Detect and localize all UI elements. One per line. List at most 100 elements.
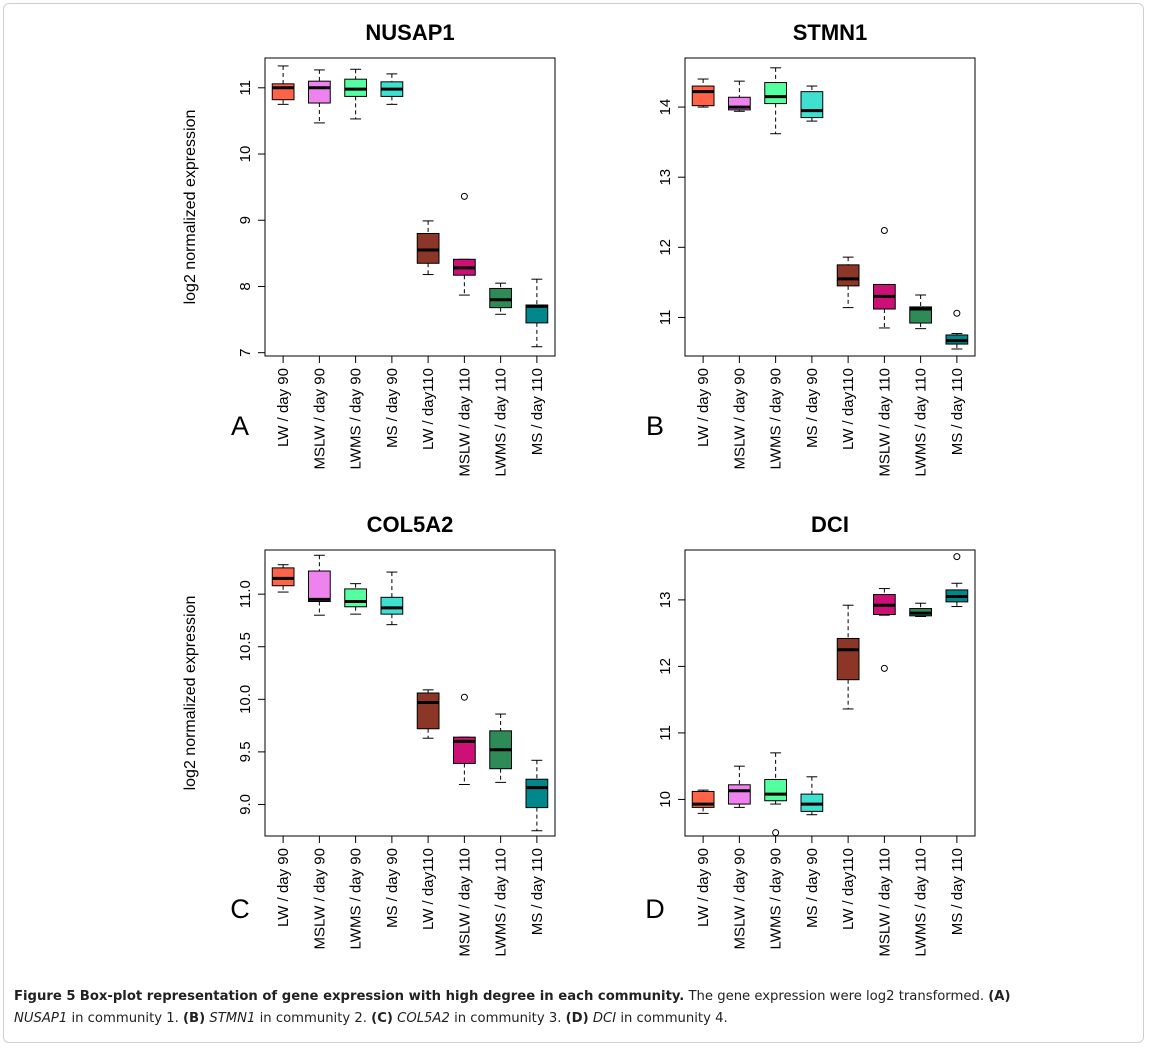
box-lwms-day-110: [489, 713, 512, 783]
outlier-point: [460, 693, 468, 701]
plot-frame: [684, 549, 976, 837]
caption-gene-d: DCI: [592, 1011, 617, 1026]
box-body: [308, 570, 331, 603]
y-tick-label: 10.5: [237, 632, 254, 661]
x-tick-label-lwms-day-90: LWMS / day 90: [348, 368, 365, 469]
box-lwms-day-90: [764, 752, 787, 837]
box-mslw-day-90: [728, 80, 751, 112]
box-body: [800, 91, 824, 119]
outlier-point: [880, 664, 888, 672]
caption-sentence: The gene expression were log2 transforme…: [688, 989, 985, 1004]
y-tick-label: 13: [657, 169, 674, 186]
outlier-point: [880, 226, 888, 234]
box-mslw-day-110: [873, 226, 896, 329]
x-tick-label-lw-day110: LW / day110: [840, 368, 857, 450]
x-tick-label-lwms-day-90: LWMS / day 90: [768, 848, 785, 949]
box-body: [836, 264, 860, 287]
box-body: [909, 306, 932, 324]
x-tick-label-lwms-day-110: LWMS / day 110: [913, 368, 930, 477]
outlier-point: [460, 192, 468, 200]
y-tick-label: 11.0: [237, 580, 254, 608]
box-body: [728, 784, 751, 805]
box-lw-day110: [836, 256, 860, 309]
x-tick-label-lw-day110: LW / day110: [420, 848, 437, 930]
y-tick-label: 11: [237, 80, 254, 96]
box-lw-day-90: [691, 789, 715, 814]
caption-tag-b: (B): [183, 1011, 206, 1026]
x-tick-label-ms-day-90: MS / day 90: [384, 848, 401, 928]
box-body: [308, 80, 331, 104]
panel-letter: A: [231, 411, 249, 441]
y-tick-label: 11: [657, 725, 674, 741]
box-lwms-day-90: [764, 67, 787, 135]
x-tick-label-lw-day-90: LW / day 90: [275, 848, 292, 927]
box-ms-day-110: [525, 278, 549, 348]
y-tick-label: 10: [657, 791, 674, 808]
box-body: [271, 83, 295, 101]
plot-frame: [264, 57, 556, 357]
caption-gene-c: COL5A2: [397, 1011, 450, 1026]
box-mslw-day-90: [308, 69, 331, 124]
box-body: [764, 82, 787, 105]
y-tick-label: 14: [657, 99, 674, 116]
box-lw-day-90: [271, 564, 295, 593]
box-mslw-day-110: [873, 588, 896, 672]
x-tick-label-lwms-day-90: LWMS / day 90: [768, 368, 785, 469]
x-tick-label-mslw-day-90: MSLW / day 90: [731, 848, 748, 949]
box-ms-day-110: [945, 553, 969, 608]
figure-frame: [3, 3, 1144, 1043]
box-ms-day-110: [525, 759, 549, 832]
x-tick-label-lw-day110: LW / day110: [420, 368, 437, 450]
box-lwms-day-110: [909, 602, 932, 618]
x-tick-label-mslw-day-110: MSLW / day 110: [456, 848, 473, 957]
y-tick-label: 10: [237, 146, 254, 163]
x-tick-label-ms-day-110: MS / day 110: [949, 368, 966, 455]
caption-gene-a: NUSAP1: [14, 1011, 68, 1026]
y-tick-label: 9: [237, 216, 254, 224]
box-ms-day-110: [945, 309, 969, 350]
x-tick-label-mslw-day-90: MSLW / day 90: [311, 368, 328, 469]
caption-tag-c: (C): [371, 1011, 393, 1026]
y-tick-label: 11: [657, 310, 674, 326]
caption-text-a: in community 1.: [71, 1011, 179, 1026]
box-body: [344, 588, 367, 608]
box-lwms-day-90: [344, 583, 367, 615]
box-body: [764, 778, 787, 802]
box-lwms-day-110: [489, 282, 512, 315]
box-ms-day-90: [380, 73, 404, 105]
panel-title: STMN1: [793, 20, 868, 45]
y-tick-label: 12: [657, 239, 674, 256]
box-lw-day110: [836, 604, 860, 710]
x-tick-label-lw-day110: LW / day110: [840, 848, 857, 930]
box-mslw-day-90: [728, 765, 751, 808]
box-lw-day110: [416, 689, 440, 739]
box-body: [489, 287, 512, 309]
y-axis-label: log2 normalized expression: [182, 110, 199, 305]
panel-letter: C: [230, 894, 250, 924]
y-tick-label: 8: [237, 282, 254, 290]
y-tick-label: 12: [657, 658, 674, 675]
box-lw-day-90: [691, 78, 715, 108]
caption-gene-b: STMN1: [209, 1011, 256, 1026]
plot-frame: [684, 57, 976, 357]
box-body: [416, 232, 440, 264]
caption-text-b: in community 2.: [259, 1011, 367, 1026]
box-ms-day-90: [380, 571, 404, 626]
box-mslw-day-110: [453, 693, 476, 785]
x-tick-label-lw-day-90: LW / day 90: [275, 368, 292, 447]
box-body: [271, 567, 295, 587]
y-tick-label: 9.5: [237, 741, 254, 762]
box-body: [691, 85, 715, 107]
x-tick-label-ms-day-90: MS / day 90: [804, 368, 821, 448]
box-ms-day-90: [800, 776, 824, 816]
box-mslw-day-110: [453, 192, 476, 296]
x-tick-label-mslw-day-110: MSLW / day 110: [876, 368, 893, 477]
x-tick-label-ms-day-90: MS / day 90: [804, 848, 821, 928]
panel-letter: D: [645, 894, 665, 924]
y-tick-label: 10.0: [237, 685, 254, 714]
box-body: [525, 778, 549, 809]
box-lw-day110: [416, 220, 440, 276]
